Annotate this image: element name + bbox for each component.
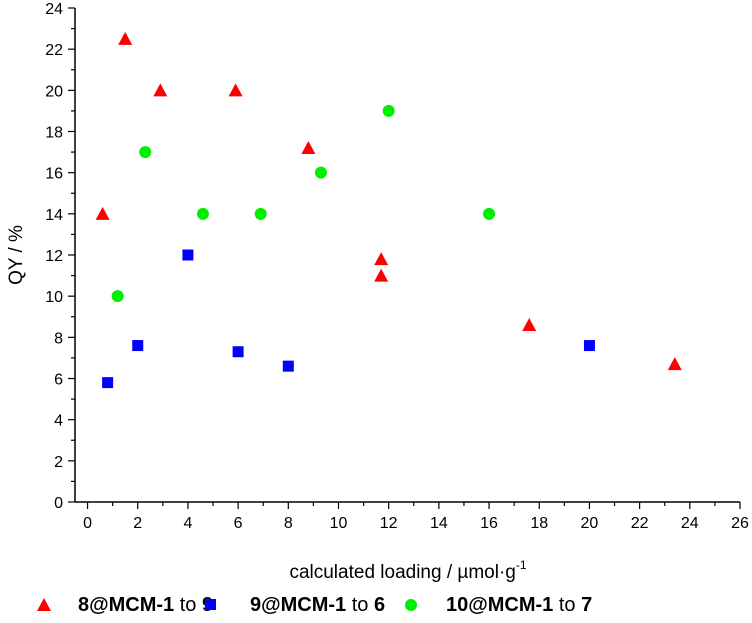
y-tick-label: 8: [54, 330, 63, 347]
legend-label-bold: 7: [581, 594, 593, 616]
square-point: [102, 377, 114, 389]
triangle-point: [374, 268, 389, 282]
legend-label-mid: to: [553, 594, 582, 616]
x-tick-label: 6: [234, 515, 243, 532]
legend: 8@MCM-1 to 9 9@MCM-1 to 6 10@MCM-1 to 7: [0, 594, 752, 622]
triangle-point: [301, 140, 316, 154]
x-tick-label: 8: [284, 515, 293, 532]
square-point: [232, 346, 244, 358]
legend-label-bold: 8@MCM-1: [78, 594, 175, 616]
x-tick-label: 22: [631, 515, 649, 532]
axes: 0 2 4 6 8 10 12 14 16 18 20 22 24 2602468101214161820…: [45, 1, 749, 532]
y-tick-label: 22: [45, 42, 63, 59]
legend-label-bold: 6: [373, 594, 386, 616]
y-tick-label: 14: [45, 207, 63, 224]
circle-point: [314, 166, 327, 179]
triangle-point: [118, 31, 133, 45]
data-points: [95, 31, 682, 389]
x-tick-label: 16: [480, 515, 498, 532]
triangle-point: [228, 83, 243, 97]
legend-label-bold: 9@MCM-1: [250, 594, 347, 616]
y-tick-label: 16: [45, 166, 63, 183]
circle-point: [254, 207, 267, 220]
series-1: [95, 31, 682, 371]
y-tick-label: 4: [54, 413, 63, 430]
square-marker-icon: [205, 599, 216, 610]
x-axis-title-superscript: -1: [516, 558, 527, 572]
square-point: [583, 340, 595, 352]
x-tick-label: 24: [681, 515, 699, 532]
y-tick-label: 24: [45, 1, 63, 18]
square-point: [282, 360, 294, 372]
y-tick-label: 20: [45, 83, 63, 100]
x-tick-label: 18: [530, 515, 548, 532]
y-tick-label: 2: [54, 454, 63, 471]
series-2: [102, 249, 595, 389]
x-tick-label: 14: [430, 515, 448, 532]
y-tick-label: 18: [45, 125, 63, 142]
square-point: [132, 340, 144, 352]
triangle-point: [153, 83, 168, 97]
circle-point: [139, 146, 152, 159]
triangle-marker-icon: [37, 598, 51, 611]
series-3: [111, 104, 496, 303]
circle-point: [196, 207, 209, 220]
circle-marker-icon: [405, 599, 417, 611]
square-point: [182, 249, 194, 261]
triangle-point: [95, 206, 110, 220]
triangle-point: [667, 357, 682, 371]
legend-item-series-2: 9@MCM-1 to 6: [204, 594, 385, 617]
legend-label-mid: to: [346, 594, 374, 616]
triangle-point: [374, 252, 389, 266]
circle-point: [483, 207, 496, 220]
x-tick-label: 10: [330, 515, 348, 532]
y-tick-label: 0: [54, 495, 63, 512]
triangle-point: [522, 317, 537, 331]
x-tick-label: 20: [581, 515, 599, 532]
x-axis-title: calculated loading / µmol·g-1: [289, 558, 526, 583]
x-tick-label: 2: [133, 515, 142, 532]
circle-point: [111, 290, 124, 303]
circle-point: [382, 104, 395, 117]
y-tick-label: 10: [45, 289, 63, 306]
legend-item-series-1: 8@MCM-1 to 9: [36, 594, 213, 617]
x-tick-label: 12: [380, 515, 398, 532]
legend-item-series-3: 10@MCM-1 to 7: [404, 594, 592, 617]
x-tick-label: 0: [83, 515, 92, 532]
x-tick-label: 26: [731, 515, 749, 532]
y-tick-label: 12: [45, 248, 63, 265]
legend-label-bold: 10@MCM-1: [446, 594, 554, 616]
x-tick-label: 4: [183, 515, 192, 532]
x-axis-title-text: calculated loading / µmol·g: [289, 562, 515, 583]
y-axis-title: QY / %: [6, 225, 27, 285]
legend-label-mid: to: [174, 594, 202, 616]
y-tick-label: 6: [54, 372, 63, 389]
